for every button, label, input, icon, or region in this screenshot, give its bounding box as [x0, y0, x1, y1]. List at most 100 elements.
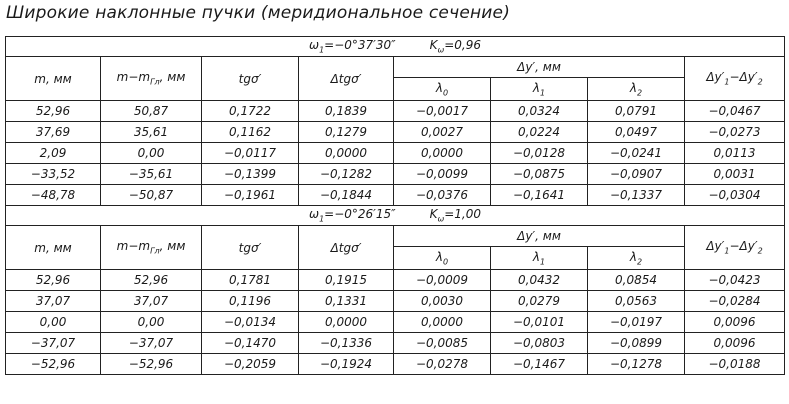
table-cell: −0,0423	[683, 269, 786, 291]
k-condition: Kω=0,96	[430, 38, 481, 54]
column-header-dtg: Δtgσ′	[298, 225, 394, 270]
table-row: −48,78 −50,87 −0,1961 −0,1844 −0,0376 −0,1641…	[5, 184, 786, 206]
document-title: Широкие наклонные пучки (меридиональное …	[6, 3, 511, 23]
k-label: K	[429, 207, 438, 222]
table-cell: −0,0278	[393, 353, 491, 375]
lambda-index: 2	[637, 257, 643, 267]
header-row-wavelengths: λ0 λ1 λ2	[6, 246, 785, 270]
table-cell: −52,96	[5, 353, 101, 375]
column-header-dy: Δy′, мм	[393, 225, 685, 247]
table-cell: −0,1399	[201, 163, 299, 185]
table-cell: −0,1641	[490, 184, 588, 206]
lambda-symbol: λ	[532, 249, 540, 264]
table-cell: −0,0134	[201, 311, 299, 333]
table-cell: 0,00	[100, 311, 202, 333]
lambda-index: 0	[443, 88, 449, 98]
table-cell: −35,61	[100, 163, 202, 185]
table-cell: −52,96	[100, 353, 202, 375]
table-cell: −48,78	[5, 184, 101, 206]
table-cell: 0,0000	[298, 142, 394, 164]
table-cell: 0,0000	[393, 142, 491, 164]
column-header-lambda-2: λ2	[587, 246, 685, 270]
lambda-index: 1	[540, 257, 546, 267]
column-header-tg: tgσ′	[201, 225, 299, 270]
header-row: m, мм m−mГл, мм tgσ′ Δtgσ′ Δy′, мм Δy′1−Δy′2	[5, 56, 786, 101]
k-sub: ω	[437, 214, 445, 224]
table-cell: −0,0197	[587, 311, 685, 333]
header-row-wavelengths: λ0 λ1 λ2	[6, 77, 785, 101]
dy-sub2: 2	[757, 246, 763, 256]
table-cell: −0,1282	[298, 163, 394, 185]
table-cell: 0,0096	[683, 311, 786, 333]
table-cell: 0,0113	[683, 142, 786, 164]
table-cell: −0,1470	[201, 332, 299, 354]
dy-label: Δy′	[706, 70, 725, 85]
table-cell: −50,87	[100, 184, 202, 206]
lambda-symbol: λ	[435, 249, 443, 264]
table-row: −52,96 −52,96 −0,2059 −0,1924 −0,0278 −0,1467…	[5, 353, 786, 375]
table-cell: 35,61	[100, 121, 202, 143]
table-cell: 0,1781	[201, 269, 299, 291]
table-cell: −0,0085	[393, 332, 491, 354]
lambda-symbol: λ	[629, 249, 637, 264]
table-cell: −0,0099	[393, 163, 491, 185]
table-cell: −37,07	[100, 332, 202, 354]
column-header-lambda-1: λ1	[490, 246, 588, 270]
table-cell: −0,1467	[490, 353, 588, 375]
table-cell: 37,69	[5, 121, 101, 143]
table-row: 0,00 0,00 −0,0134 0,0000 0,0000 −0,0101 −0,019…	[5, 311, 786, 333]
table-cell: 0,0563	[587, 290, 685, 312]
m-diff-unit: , мм	[159, 70, 186, 85]
table-cell: 0,0279	[490, 290, 588, 312]
table-row: 52,96 50,87 0,1722 0,1839 −0,0017 0,0324 0,079…	[5, 100, 786, 122]
header-row: m, мм m−mГл, мм tgσ′ Δtgσ′ Δy′, мм Δy′1−Δy′2	[5, 225, 786, 270]
table-cell: −0,0304	[683, 184, 786, 206]
table-cell: 0,1722	[201, 100, 299, 122]
column-header-dy-diff: Δy′1−Δy′2	[683, 225, 786, 270]
dy-sub1: 1	[724, 246, 730, 256]
table-cell: −0,1336	[298, 332, 394, 354]
table-cell: −0,0009	[393, 269, 491, 291]
omega-label: ω	[309, 207, 320, 222]
section-condition-row: ω1=−0°26′15″ Kω=1,00	[4, 205, 786, 226]
table-cell: −0,1278	[587, 353, 685, 375]
omega-value: =−0°26′15″	[324, 207, 396, 222]
table-cell: −0,1337	[587, 184, 685, 206]
dy-label: Δy′	[706, 239, 725, 254]
lambda-index: 2	[637, 88, 643, 98]
table-cell: −0,0117	[201, 142, 299, 164]
table-row: 37,69 35,61 0,1162 0,1279 0,0027 0,0224 0,0497…	[5, 121, 786, 143]
table-cell: 0,0324	[490, 100, 588, 122]
table-row: −37,07 −37,07 −0,1470 −0,1336 −0,0085 −0,0803…	[5, 332, 786, 354]
dy-mid: −Δy′	[729, 70, 758, 85]
table-cell: −0,0467	[683, 100, 786, 122]
table-cell: −37,07	[5, 332, 101, 354]
table-cell: 0,0000	[393, 311, 491, 333]
column-header-m-diff: m−mГл, мм	[100, 225, 202, 270]
table-cell: −0,0273	[683, 121, 786, 143]
table-body: ω1=−0°37′30″ Kω=0,96 m, мм m−mГл, мм tgσ′ Δtg…	[4, 36, 786, 375]
m-diff-sub: Гл	[150, 246, 160, 256]
column-header-m: m, мм	[5, 56, 101, 101]
table-cell: 2,09	[5, 142, 101, 164]
omega-sub: 1	[319, 214, 325, 224]
table-cell: −0,2059	[201, 353, 299, 375]
m-diff-unit: , мм	[159, 239, 186, 254]
column-header-tg: tgσ′	[201, 56, 299, 101]
table-cell: −0,0875	[490, 163, 588, 185]
table-cell: 52,96	[5, 269, 101, 291]
table-row: −33,52 −35,61 −0,1399 −0,1282 −0,0099 −0,0875…	[5, 163, 786, 185]
lambda-symbol: λ	[435, 80, 443, 95]
omega-sub: 1	[319, 45, 325, 55]
table-cell: −0,1961	[201, 184, 299, 206]
table-cell: 0,0030	[393, 290, 491, 312]
table-cell: 0,0791	[587, 100, 685, 122]
table-cell: 0,00	[100, 142, 202, 164]
table-cell: 0,0031	[683, 163, 786, 185]
table-cell: −0,0188	[683, 353, 786, 375]
section-condition: ω1=−0°37′30″ Kω=0,96	[4, 36, 786, 57]
omega-value: =−0°37′30″	[324, 38, 396, 53]
table-cell: −0,0907	[587, 163, 685, 185]
table-cell: 52,96	[5, 100, 101, 122]
m-diff-sub: Гл	[150, 77, 160, 87]
